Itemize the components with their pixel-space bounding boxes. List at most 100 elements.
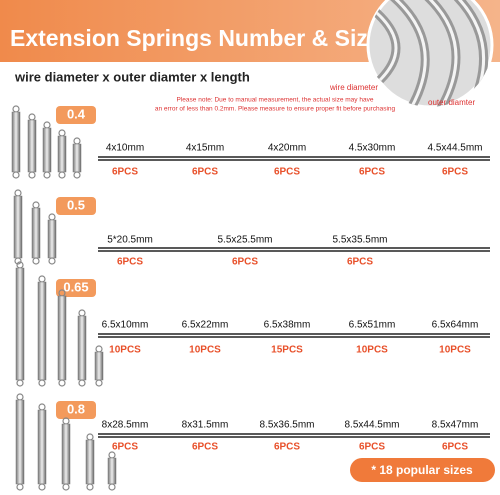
size-label: 6.5x22mm xyxy=(182,320,229,331)
spring xyxy=(27,119,37,173)
count-label: 6PCS xyxy=(274,167,300,178)
spring-hook xyxy=(73,171,81,179)
size-label: 8x28.5mm xyxy=(102,420,149,431)
spring xyxy=(77,315,87,381)
spring xyxy=(61,423,71,485)
size-label: 6.5x38mm xyxy=(264,320,311,331)
size-label: 5*20.5mm xyxy=(107,235,153,246)
spring xyxy=(57,295,67,381)
callout: wire diameter xyxy=(329,83,378,92)
count-label: 6PCS xyxy=(232,257,258,268)
spring-hook xyxy=(86,433,94,441)
wire-tag xyxy=(56,106,96,124)
title: Extension Springs Number & Size xyxy=(10,25,381,51)
wire-size: 0.8 xyxy=(67,401,85,416)
spring-hook xyxy=(38,379,46,387)
spring-hook xyxy=(38,483,46,491)
count-label: 6PCS xyxy=(117,257,143,268)
spring xyxy=(15,267,25,381)
count-label: 10PCS xyxy=(109,345,141,356)
spring-hook xyxy=(95,379,103,387)
size-label: 4x15mm xyxy=(186,143,224,154)
size-label: 5.5x25.5mm xyxy=(217,235,272,246)
spring-hook xyxy=(73,137,81,145)
size-label: 8.5x36.5mm xyxy=(259,420,314,431)
spring xyxy=(85,439,95,485)
spring-hook xyxy=(38,275,46,283)
count-label: 15PCS xyxy=(271,345,303,356)
callout: outer diamter xyxy=(428,98,475,107)
count-label: 6PCS xyxy=(442,167,468,178)
count-label: 6PCS xyxy=(192,167,218,178)
count-label: 6PCS xyxy=(274,442,300,453)
spring xyxy=(13,195,23,259)
spring xyxy=(57,135,67,173)
count-label: 6PCS xyxy=(112,167,138,178)
spring-hook xyxy=(58,171,66,179)
size-label: 4.5x30mm xyxy=(349,143,396,154)
spring-hook xyxy=(95,345,103,353)
spring-hook xyxy=(16,483,24,491)
spring xyxy=(15,399,25,485)
wire-tag xyxy=(56,279,96,297)
size-label: 8x31.5mm xyxy=(182,420,229,431)
spring-hook xyxy=(14,189,22,197)
size-label: 4x20mm xyxy=(268,143,306,154)
spring xyxy=(107,457,117,485)
wire-size: 0.4 xyxy=(67,106,86,121)
size-label: 4.5x44.5mm xyxy=(427,143,482,154)
spring-hook xyxy=(43,171,51,179)
spring xyxy=(37,409,47,485)
spring-hook xyxy=(12,171,20,179)
spring-hook xyxy=(16,379,24,387)
size-label: 8.5x47mm xyxy=(432,420,479,431)
spring-hook xyxy=(78,309,86,317)
spring-hook xyxy=(16,393,24,401)
spring-hook xyxy=(12,105,20,113)
spring xyxy=(31,207,41,259)
note: an error of less than 0.2mm. Please meas… xyxy=(155,106,396,113)
spring xyxy=(47,219,57,259)
wire-tag xyxy=(56,197,96,215)
spring-hook xyxy=(62,483,70,491)
count-label: 6PCS xyxy=(347,257,373,268)
size-label: 8.5x44.5mm xyxy=(344,420,399,431)
spring-hook xyxy=(28,113,36,121)
note: Please note: Due to manual measurement, … xyxy=(177,97,374,104)
wire-size: 0.65 xyxy=(63,279,88,294)
spring xyxy=(94,351,104,381)
spring-hook xyxy=(108,483,116,491)
spring xyxy=(42,127,52,173)
subtitle: wire diameter x outer diamter x length xyxy=(14,69,250,84)
spring-hook xyxy=(43,121,51,129)
spring-hook xyxy=(38,403,46,411)
spring-hook xyxy=(108,451,116,459)
wire-size: 0.5 xyxy=(67,197,85,212)
spring-hook xyxy=(32,201,40,209)
spring-hook xyxy=(48,257,56,265)
detail-circle xyxy=(366,0,494,109)
count-label: 6PCS xyxy=(442,442,468,453)
count-label: 6PCS xyxy=(112,442,138,453)
spring-hook xyxy=(86,483,94,491)
spring-hook xyxy=(48,213,56,221)
size-label: 4x10mm xyxy=(106,143,144,154)
count-label: 6PCS xyxy=(359,167,385,178)
count-label: 10PCS xyxy=(356,345,388,356)
size-label: 6.5x51mm xyxy=(349,320,396,331)
size-label: 6.5x64mm xyxy=(432,320,479,331)
spring-hook xyxy=(78,379,86,387)
spring xyxy=(11,111,21,173)
spring-hook xyxy=(28,171,36,179)
count-label: 6PCS xyxy=(359,442,385,453)
size-label: 5.5x35.5mm xyxy=(332,235,387,246)
count-label: 10PCS xyxy=(189,345,221,356)
count-label: 6PCS xyxy=(192,442,218,453)
spring xyxy=(37,281,47,381)
badge xyxy=(350,458,495,482)
spring xyxy=(72,143,82,173)
spring-hook xyxy=(14,257,22,265)
badge-text: * 18 popular sizes xyxy=(371,463,473,477)
spring-hook xyxy=(58,379,66,387)
